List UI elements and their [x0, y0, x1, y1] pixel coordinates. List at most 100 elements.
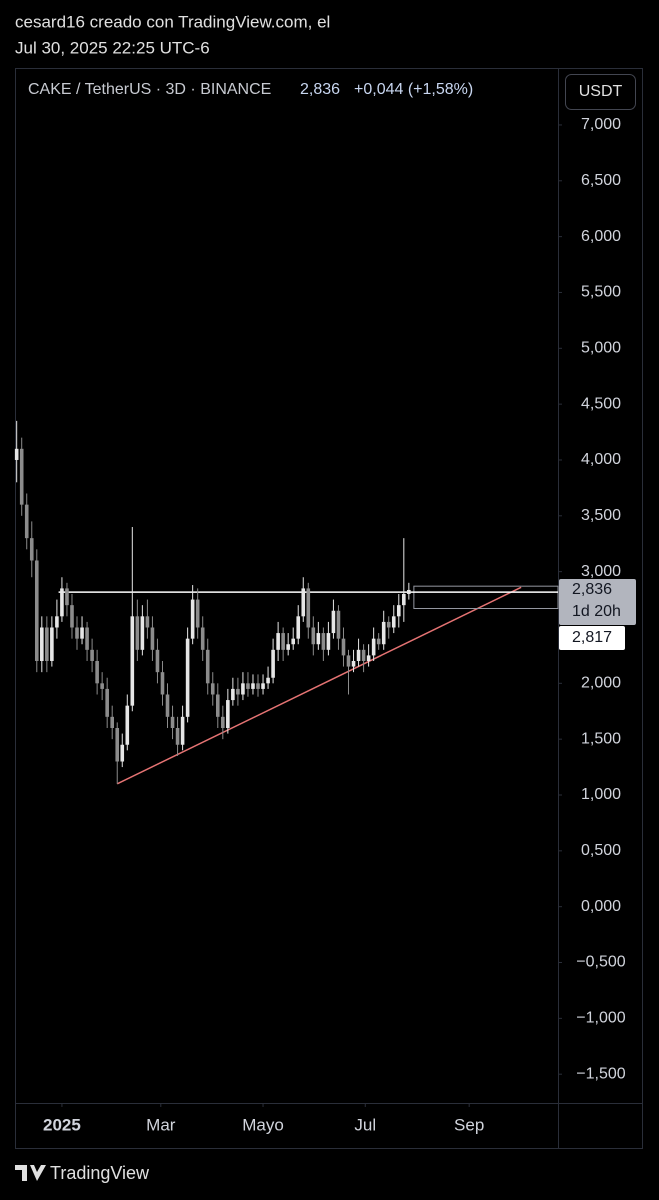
candle-body	[316, 633, 321, 645]
candle-body	[205, 649, 210, 684]
y-tick-label: 6,000	[581, 228, 621, 245]
candle-body	[190, 599, 195, 639]
header-line: cesard16 creado con TradingView.com, el	[15, 12, 330, 31]
symbol-legend: CAKE / TetherUS · 3D · BINANCE	[28, 81, 271, 98]
candle-body	[130, 616, 135, 706]
candle-body	[386, 621, 391, 628]
candle-body	[70, 605, 74, 628]
candle-body	[125, 705, 130, 745]
candle-body	[366, 655, 371, 661]
candle-body	[85, 627, 89, 650]
candle-body	[110, 716, 115, 728]
candle-body	[256, 683, 260, 689]
y-tick-label: 5,500	[581, 284, 621, 301]
candle-body	[296, 616, 301, 639]
currency-label[interactable]: USDT	[579, 83, 623, 100]
candle-body	[105, 688, 109, 717]
x-tick-label: Mar	[146, 1115, 176, 1134]
candle-body	[170, 716, 175, 728]
last-price-badge	[559, 578, 636, 625]
candle-body	[115, 727, 120, 762]
last-price-label: 2,836	[572, 581, 612, 598]
trend-line	[116, 586, 522, 785]
candle-body	[221, 716, 225, 728]
footer-brand: TradingView	[50, 1163, 150, 1183]
candle-body	[241, 683, 245, 695]
candle-body	[276, 633, 280, 650]
candle-body	[402, 593, 406, 606]
candle-body	[291, 638, 296, 645]
candle-body	[150, 627, 155, 650]
candle-body	[341, 638, 346, 656]
currency-button[interactable]	[565, 74, 636, 110]
y-tick-label: 1,500	[581, 730, 621, 747]
candle-body	[351, 660, 356, 667]
candle-body	[301, 588, 306, 617]
candle-body	[120, 744, 125, 762]
candle-body	[195, 599, 200, 628]
x-tick-label: Jul	[354, 1115, 376, 1134]
candle-body	[19, 448, 24, 505]
candle-body	[95, 660, 99, 684]
candle-body	[160, 672, 165, 695]
candle-body	[356, 649, 361, 661]
candle-body	[45, 627, 49, 661]
y-tick-label: 0,500	[581, 842, 621, 859]
candle-body	[50, 627, 54, 661]
candle-body	[215, 694, 220, 717]
candle-body	[24, 504, 29, 539]
candle-body	[346, 655, 351, 667]
candle-body	[75, 627, 79, 639]
candle-body	[246, 683, 250, 689]
candle-body	[376, 638, 381, 645]
candle-body	[326, 633, 331, 650]
candle-body	[361, 649, 366, 661]
candle-body	[266, 677, 270, 684]
x-tick-label: Mayo	[242, 1115, 284, 1134]
candle-body	[321, 633, 326, 650]
y-tick-label: −1,500	[576, 1065, 625, 1082]
logo-icon	[15, 1165, 46, 1181]
candle-body	[90, 649, 94, 661]
drawn-box	[413, 585, 559, 610]
candle-body	[55, 616, 59, 628]
legend-price: 2,836	[300, 81, 340, 98]
legend-change: +0,044 (+1,58%)	[354, 81, 473, 98]
candle-body	[407, 589, 411, 594]
header-line: Jul 30, 2025 22:25 UTC-6	[15, 38, 210, 57]
candle-body	[281, 633, 285, 650]
y-tick-label: 3,000	[581, 563, 621, 580]
hline-label: 2,817	[572, 629, 612, 646]
candle-body	[65, 588, 69, 606]
candle-body	[371, 638, 376, 656]
y-tick-label: 1,000	[581, 786, 621, 803]
candle-body	[261, 683, 265, 689]
candle-body	[180, 716, 185, 745]
candle-body	[60, 588, 64, 617]
countdown-label: 1d 20h	[572, 603, 621, 620]
x-tick-label: 2025	[43, 1115, 81, 1134]
y-tick-label: 3,500	[581, 507, 621, 524]
candle-body	[140, 616, 145, 650]
candle-body	[226, 700, 230, 728]
candle-body	[34, 560, 39, 661]
y-tick-label: 5,000	[581, 340, 621, 357]
candle-body	[396, 605, 401, 617]
candle-body	[135, 616, 140, 650]
candle-body	[210, 683, 215, 695]
hline-badge	[559, 625, 625, 650]
candle-body	[145, 616, 150, 628]
candle-body	[100, 683, 104, 689]
candle-body	[14, 448, 19, 460]
y-tick-label: 4,000	[581, 451, 621, 468]
candle-body	[236, 688, 240, 695]
y-tick-label: 0,000	[581, 898, 621, 915]
y-tick-label: −1,000	[576, 1010, 625, 1027]
candle-body	[391, 616, 396, 628]
candle-body	[286, 644, 290, 650]
candle-body	[251, 683, 255, 689]
y-tick-label: 2,000	[581, 675, 621, 692]
candle-body	[40, 627, 44, 661]
candle-body	[306, 588, 311, 628]
